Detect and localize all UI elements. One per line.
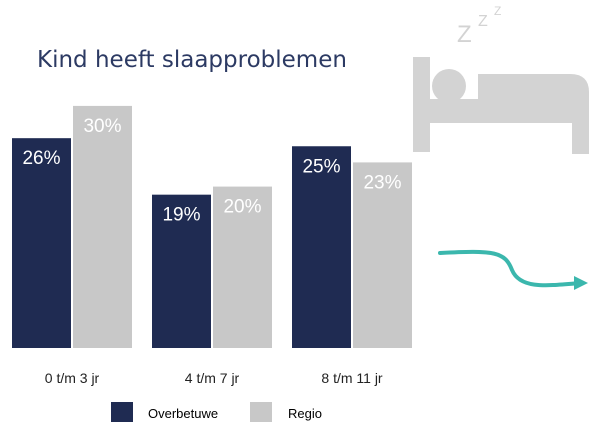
- data-label-overbetuwe-0: 26%: [22, 148, 60, 169]
- chart-title: Kind heeft slaapproblemen: [37, 47, 347, 73]
- data-label-layer: 26% 30% 19% 20% 25% 23%: [22, 116, 401, 226]
- zzz-small: Z: [494, 4, 501, 18]
- data-label-regio-1: 20%: [223, 197, 261, 218]
- data-label-overbetuwe-2: 25%: [302, 156, 340, 177]
- legend-swatch-regio: [250, 402, 272, 422]
- data-label-regio-0: 30%: [83, 116, 121, 137]
- bar-overbetuwe-2: [292, 146, 351, 348]
- category-label-0: 0 t/m 3 jr: [45, 370, 100, 386]
- data-label-overbetuwe-1: 19%: [162, 205, 200, 226]
- bar-overbetuwe-0: [12, 138, 71, 348]
- bar-regio-2: [353, 162, 412, 348]
- category-label-1: 4 t/m 7 jr: [185, 370, 240, 386]
- legend: Overbetuwe Regio: [111, 402, 322, 422]
- zzz-medium: Z: [478, 13, 488, 30]
- sleeping-person-bed-icon: Z Z Z: [413, 4, 589, 154]
- legend-label-regio: Regio: [288, 406, 322, 421]
- curved-arrow-icon: [438, 249, 588, 290]
- bar-overbetuwe-1: [152, 194, 211, 348]
- bar-regio-0: [73, 105, 132, 349]
- legend-label-overbetuwe: Overbetuwe: [148, 406, 218, 421]
- category-label-2: 8 t/m 11 jr: [321, 370, 383, 386]
- category-label-layer: 0 t/m 3 jr 4 t/m 7 jr 8 t/m 11 jr: [45, 370, 383, 386]
- bar-layer: [12, 105, 412, 349]
- zzz-large: Z: [457, 21, 472, 48]
- bar-regio-1: [213, 186, 272, 348]
- legend-swatch-overbetuwe: [111, 402, 133, 422]
- data-label-regio-2: 23%: [363, 172, 401, 193]
